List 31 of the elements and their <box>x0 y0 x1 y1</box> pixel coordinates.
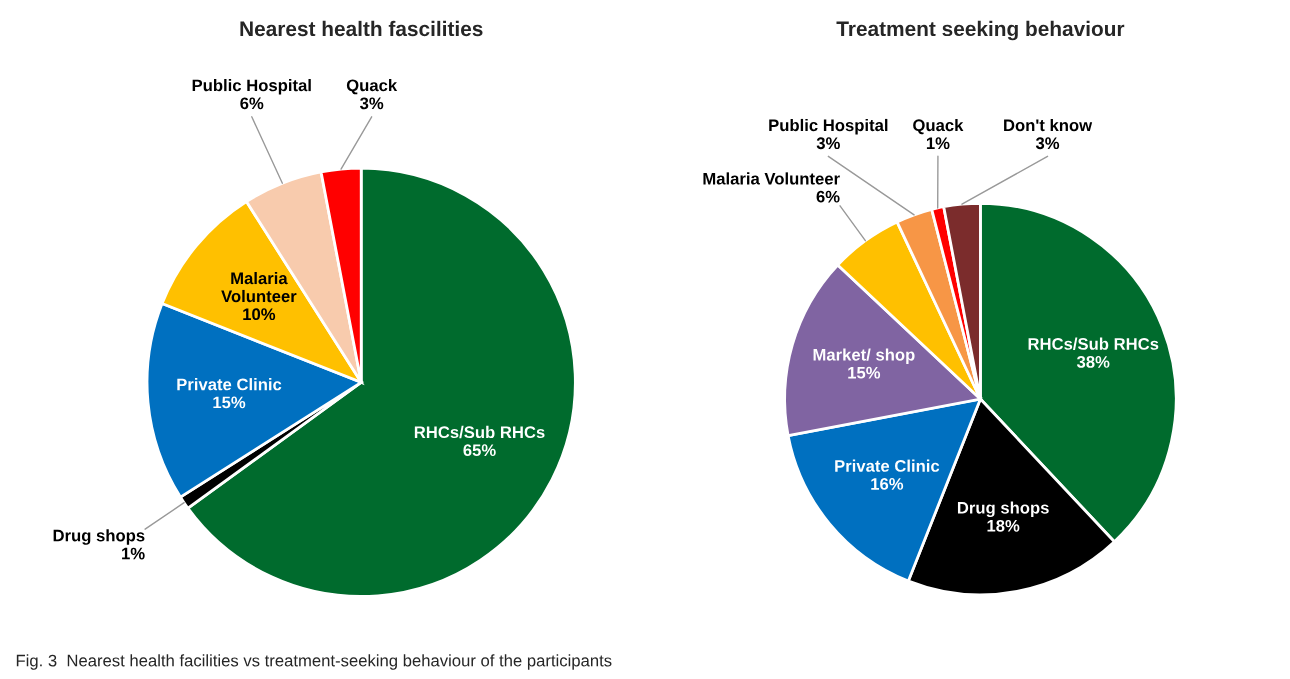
slice-label: RHCs/Sub RHCs <box>414 425 545 439</box>
slice-label: Public Hospital <box>769 118 888 135</box>
data-label: 6% <box>240 97 264 110</box>
data-label: 15% <box>213 396 246 409</box>
slice-label: Quack <box>913 118 964 135</box>
data-label: 65% <box>463 444 496 457</box>
slice-label: Don't know <box>1004 118 1093 132</box>
chart-title: Treatment seeking behaviour <box>836 20 1125 41</box>
data-label: 1% <box>122 547 145 560</box>
slice-label: Malaria Volunteer <box>703 172 840 185</box>
slice-label: Public Hospital <box>192 79 311 95</box>
data-label: 15% <box>848 366 881 379</box>
data-label: 1% <box>926 137 950 150</box>
slice-label: Drug shops <box>53 529 145 545</box>
data-label: 3% <box>1035 137 1060 150</box>
data-label: 3% <box>816 137 840 150</box>
slice-label: Market/ shop <box>813 348 915 364</box>
slice-label: Malaria Volunteer <box>221 271 297 303</box>
slice-label: RHCs/Sub RHCs <box>1028 337 1159 351</box>
data-label: 38% <box>1076 355 1110 368</box>
data-label: 3% <box>360 97 384 110</box>
slice-label: Private Clinic <box>177 378 282 391</box>
data-label: 16% <box>871 478 904 490</box>
data-label: 10% <box>243 308 276 321</box>
chart-title: Nearest health fascilities <box>240 20 483 37</box>
slice-label: Private Clinic <box>835 459 940 472</box>
data-label: 18% <box>987 519 1020 532</box>
caption: Fig. 3 Nearest health facilities vs treatment-seeking behaviour of the participants <box>16 654 612 670</box>
slice-label: Quack <box>346 79 398 95</box>
data-label: 6% <box>816 190 840 203</box>
slice-label: Drug shops <box>957 501 1049 518</box>
